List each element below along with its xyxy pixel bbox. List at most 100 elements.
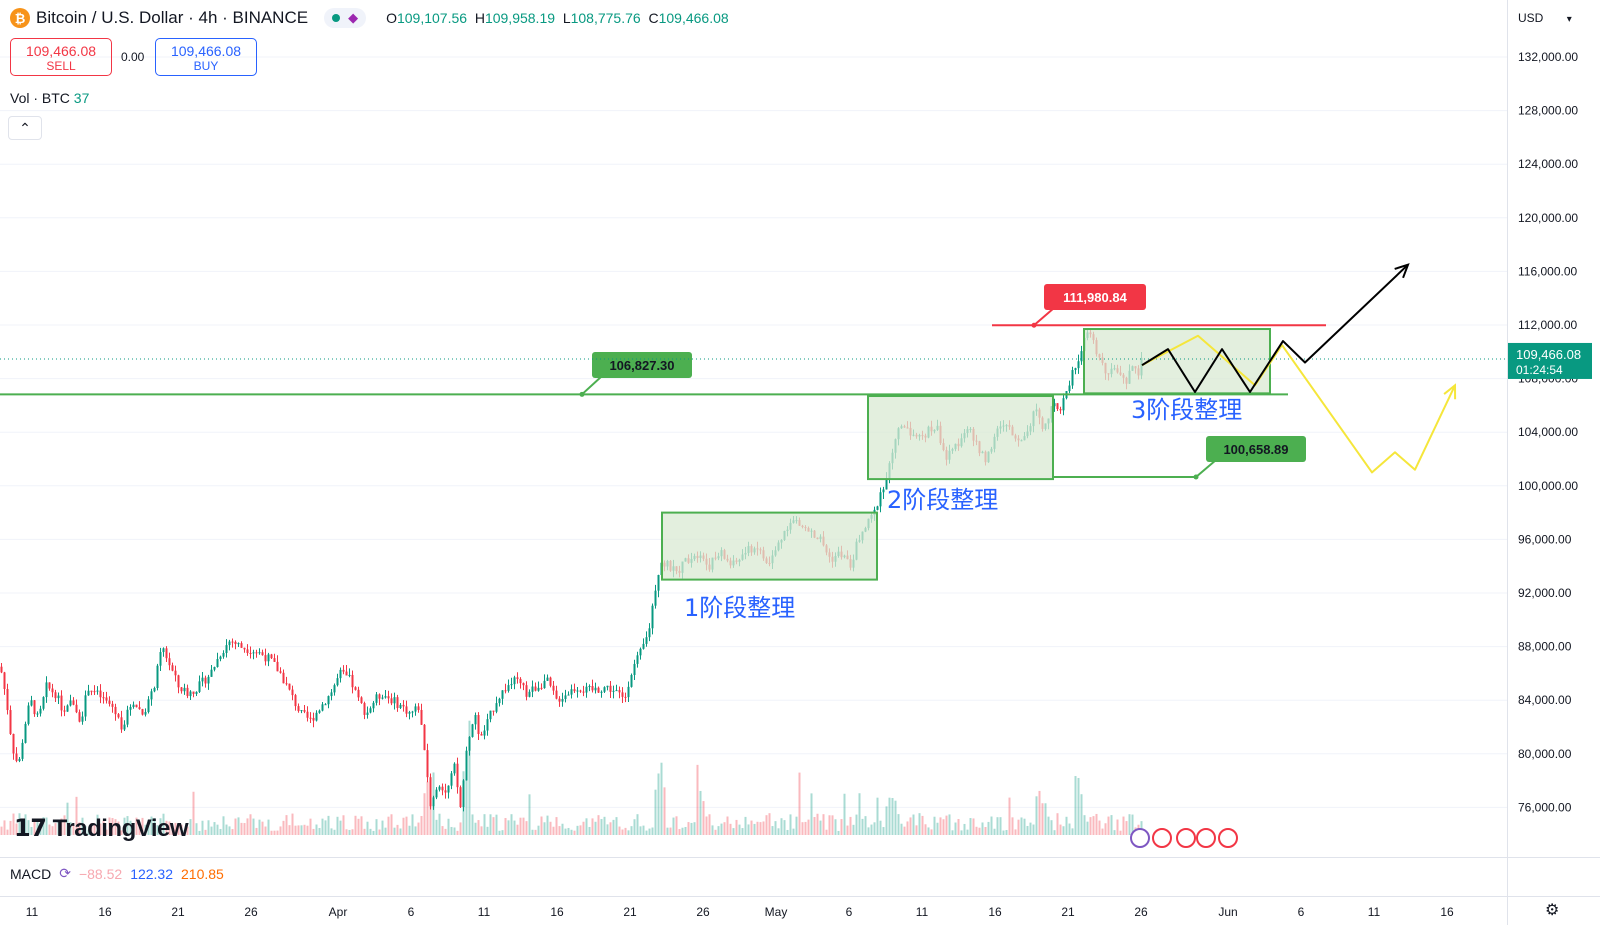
volume-bar [51, 826, 54, 835]
volume-bar [276, 830, 279, 835]
candle-body [879, 492, 882, 507]
volume-bar [870, 824, 873, 835]
projection-black-path[interactable] [1141, 263, 1409, 393]
volume-bar [417, 822, 420, 835]
volume-bar [549, 821, 552, 835]
volume-bar [1038, 790, 1041, 835]
volume-bar [942, 819, 945, 835]
volume-bar [654, 789, 657, 835]
volume-bar [342, 815, 345, 835]
candle-body [369, 708, 372, 713]
symbol-title[interactable]: Bitcoin / U.S. Dollar · 4h · BINANCE [36, 8, 309, 27]
candle-body [1068, 385, 1071, 392]
level-tag[interactable] [1206, 436, 1306, 462]
projection-yellow-path[interactable] [1141, 334, 1456, 474]
macd-legend[interactable]: MACD ⟳ −88.52 122.32 210.85 [10, 865, 224, 882]
candle-body [108, 700, 111, 704]
candle-body [444, 790, 447, 793]
volume-bar [702, 801, 705, 835]
market-status-pill[interactable]: ◆ [324, 8, 367, 28]
volume-bar [117, 821, 120, 835]
y-tick-label: 100,000.00 [1518, 479, 1578, 493]
us-flag-event-icon[interactable] [1152, 828, 1172, 848]
volume-bar [1056, 813, 1059, 835]
candle-body [243, 647, 246, 650]
candle-body [171, 665, 174, 671]
volume-bar [930, 829, 933, 835]
volume-bar [378, 829, 381, 835]
volume-bar [960, 830, 963, 835]
volume-bar [888, 797, 891, 835]
candle-body [510, 684, 513, 686]
candle-body [312, 717, 315, 721]
volume-bar [1107, 816, 1110, 835]
currency-selector[interactable]: USD ▾ [1510, 8, 1580, 28]
volume-bar [303, 824, 306, 835]
volume-bar [66, 802, 69, 835]
volume-bar [186, 826, 189, 835]
candle-body [441, 786, 444, 791]
time-axis[interactable]: 11 16 21 26 Apr 6 11 16 21 26 May 6 11 16 21 26 Jun 6 11 16 [0, 897, 1508, 925]
volume-bar [540, 816, 543, 835]
volume-legend[interactable]: Vol · BTC 37 [10, 90, 89, 106]
volume-bar [744, 816, 747, 835]
volume-bar [441, 826, 444, 835]
volume-bar [537, 825, 540, 835]
collapse-legend-button[interactable]: ⌃ [8, 116, 42, 140]
consolidation-label: 2阶段整理 [887, 486, 998, 514]
buy-button[interactable]: 109,466.08 BUY [155, 38, 257, 76]
candle-body [348, 674, 351, 676]
refresh-icon[interactable]: ⟳ [59, 865, 71, 881]
sell-button[interactable]: 109,466.08 SELL [10, 38, 112, 76]
price-chart[interactable]: 1阶段整理 2阶段整理 3阶段整理 111,980.84 106,827.30 100,… [0, 0, 1508, 857]
consolidation-box[interactable] [661, 511, 878, 581]
candle-body [621, 692, 624, 697]
volume-bar [855, 814, 858, 835]
us-flag-event-icon[interactable] [1218, 828, 1238, 848]
candle-body [219, 656, 222, 660]
candle-body [321, 704, 324, 711]
level-tag[interactable] [1044, 284, 1146, 310]
candle-body [600, 691, 603, 693]
candle-body [1080, 351, 1083, 362]
volume-bar [720, 823, 723, 835]
volume-bar [696, 764, 699, 835]
volume-bar [705, 816, 708, 835]
volume-bar [174, 822, 177, 835]
volume-bar [423, 793, 426, 835]
candle-body [576, 690, 579, 692]
volume-bar [780, 818, 783, 835]
gear-icon[interactable]: ⚙ [1545, 902, 1560, 919]
price-axis[interactable]: 132,000.00 128,000.00 124,000.00 120,000.00… [1508, 0, 1600, 896]
consolidation-box[interactable] [1083, 328, 1271, 395]
volume-bar [183, 830, 186, 835]
candle-body [483, 730, 486, 736]
us-flag-event-icon[interactable] [1176, 828, 1196, 848]
pane-divider[interactable] [0, 857, 1600, 858]
candle-body [387, 696, 390, 699]
x-tick-label: 16 [1440, 905, 1454, 919]
candle-body [114, 706, 117, 715]
macd-value-3: 210.85 [181, 865, 224, 882]
projection-black-path-arrowhead [1394, 263, 1410, 279]
candle-body [153, 688, 156, 692]
x-tick-label: 16 [988, 905, 1002, 919]
candle-body [279, 671, 282, 673]
volume-bar [891, 798, 894, 835]
candle-body [1071, 370, 1074, 386]
volume-bar [807, 819, 810, 835]
lightning-event-icon[interactable] [1130, 828, 1150, 848]
volume-bar [795, 816, 798, 835]
candle-body [525, 685, 528, 697]
candle-body [537, 687, 540, 691]
consolidation-box[interactable] [867, 395, 1054, 481]
candle-body [558, 698, 561, 702]
candle-body [21, 742, 24, 759]
us-flag-event-icon[interactable] [1196, 828, 1216, 848]
tradingview-logo[interactable]: 𝟭𝟳 TradingView [14, 814, 189, 843]
last-price-badge[interactable] [1508, 342, 1592, 379]
candle-body [378, 694, 381, 699]
volume-bar [555, 817, 558, 835]
candle-body [603, 687, 606, 692]
price-gridlines [0, 56, 1508, 808]
